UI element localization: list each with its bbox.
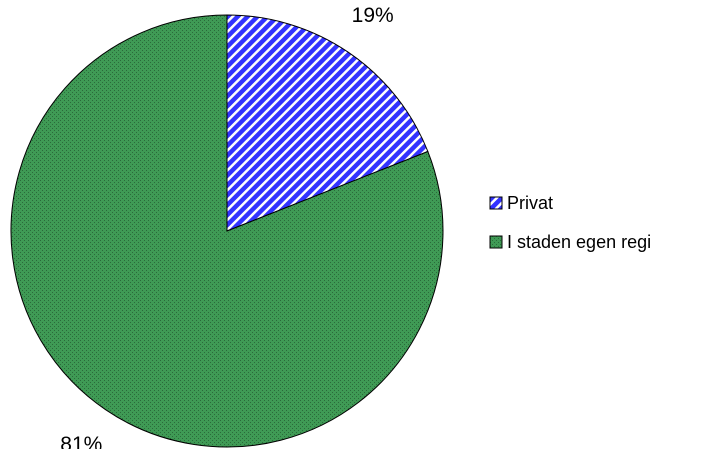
value-label: 19% [352,4,394,27]
legend-swatch [489,235,503,249]
legend-label: I staden egen regi [507,232,651,252]
legend-swatch [489,196,503,210]
legend-label: Privat [507,193,553,213]
value-label: 81% [60,433,102,449]
pie-slice [226,14,429,232]
pie-slice [10,14,444,448]
